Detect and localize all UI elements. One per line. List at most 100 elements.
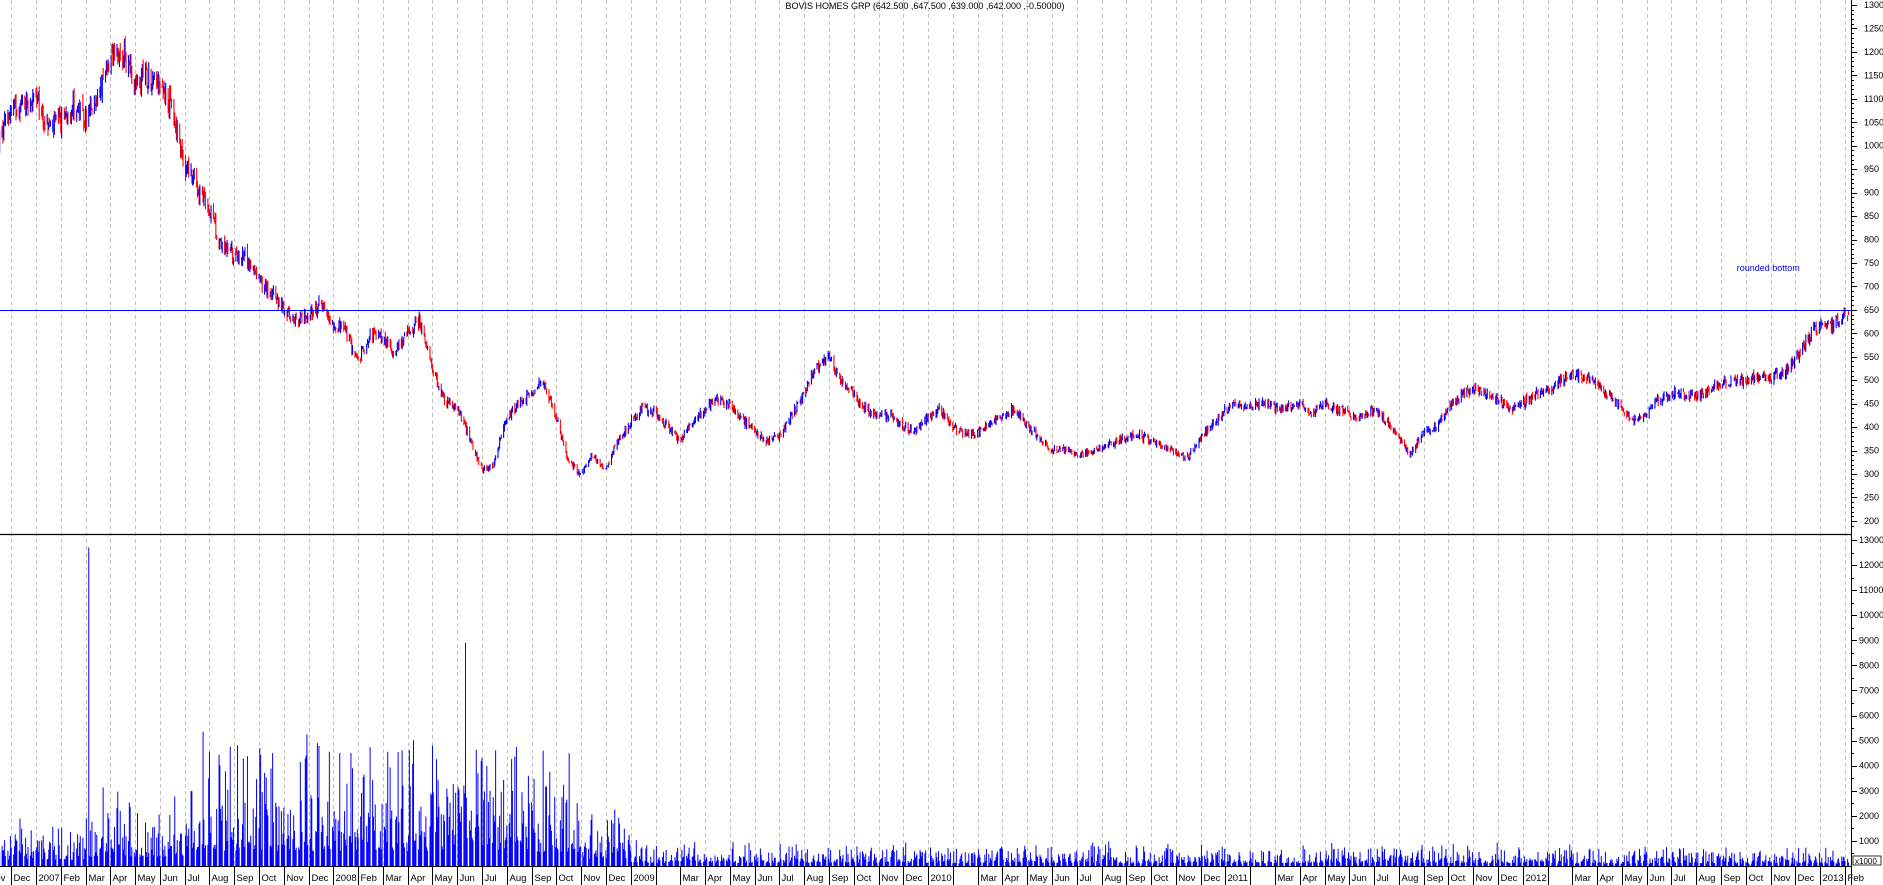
price-tick-label: 1150 <box>1864 70 1883 80</box>
month-label: Dec <box>1204 873 1221 884</box>
annotation-rounded-bottom: rounded bottom <box>1737 263 1800 273</box>
price-tick-label: 600 <box>1864 328 1879 338</box>
month-label: 2011 <box>1228 873 1248 884</box>
month-label: Jul <box>782 873 794 884</box>
month-label: Apr <box>708 873 723 884</box>
volume-tick-label: 13000 <box>1859 535 1883 545</box>
month-label: Oct <box>857 873 872 884</box>
price-tick-label: 800 <box>1864 235 1879 245</box>
month-label: Dec <box>1501 873 1518 884</box>
month-label: Mar <box>1278 873 1294 884</box>
month-label: Aug <box>1699 873 1716 884</box>
volume-tick-label: 3000 <box>1859 786 1879 796</box>
month-label: May <box>1030 873 1048 884</box>
volume-tick-label: 4000 <box>1859 761 1879 771</box>
volume-tick-label: 6000 <box>1859 711 1879 721</box>
month-label: Sep <box>1129 873 1146 884</box>
month-label: Aug <box>1105 873 1122 884</box>
month-label: Dec <box>14 873 31 884</box>
month-label: Jun <box>1055 873 1070 884</box>
month-label: May <box>1328 873 1346 884</box>
price-tick-label: 500 <box>1864 375 1879 385</box>
volume-tick-label: 1000 <box>1859 836 1879 846</box>
volume-tick-label: 2000 <box>1859 811 1879 821</box>
month-label: Jul <box>1674 873 1686 884</box>
month-label: Mar <box>89 873 105 884</box>
month-label: Sep <box>237 873 254 884</box>
month-label: May <box>733 873 751 884</box>
month-label: Oct <box>1749 873 1764 884</box>
month-label: Aug <box>510 873 527 884</box>
month-label: Apr <box>1600 873 1615 884</box>
volume-tick-label: 11000 <box>1859 585 1883 595</box>
volume-tick-label: 12000 <box>1859 560 1883 570</box>
month-label: Dec <box>609 873 626 884</box>
date-axis: Nov Dec 2007 Feb Mar Apr May Jun Jul Aug Sep Oct Nov… <box>0 866 1864 885</box>
price-tick-label: 900 <box>1864 188 1879 198</box>
month-label: Apr <box>1303 873 1318 884</box>
month-label: 2010 <box>931 873 952 884</box>
month-label: 2007 <box>39 873 60 884</box>
volume-unit-label: x1000 <box>1855 857 1877 866</box>
month-label: Oct <box>559 873 574 884</box>
price-tick-label: 550 <box>1864 352 1879 362</box>
month-label: Mar <box>1575 873 1591 884</box>
month-label: Nov <box>882 873 899 884</box>
price-tick-label: 1300 <box>1864 0 1883 10</box>
month-label: Jun <box>758 873 773 884</box>
month-label: Apr <box>1005 873 1020 884</box>
month-label: 2008 <box>336 873 357 884</box>
volume-tick-label: 7000 <box>1859 685 1879 695</box>
price-tick-label: 1100 <box>1864 94 1883 104</box>
price-tick-label: 750 <box>1864 258 1879 268</box>
price-tick-label: 1000 <box>1864 141 1883 151</box>
month-label: Sep <box>1427 873 1444 884</box>
volume-tick-label: 9000 <box>1859 635 1879 645</box>
month-label: Oct <box>1154 873 1169 884</box>
month-label: Jun <box>163 873 178 884</box>
price-tick-label: 1050 <box>1864 117 1883 127</box>
month-label: May <box>138 873 156 884</box>
price-tick-label: 200 <box>1864 516 1879 526</box>
month-label: Feb <box>1848 873 1864 884</box>
price-tick-label: 850 <box>1864 211 1879 221</box>
month-label: Aug <box>212 873 229 884</box>
volume-tick-label: 10000 <box>1859 610 1883 620</box>
volume-tick-label: 8000 <box>1859 660 1879 670</box>
month-label: Nov <box>584 873 601 884</box>
chart-title: BOVIS HOMES GRP (642.500 ,647.500 ,639.0… <box>785 1 1064 11</box>
month-label: Sep <box>832 873 849 884</box>
price-bars <box>0 36 1850 478</box>
month-label: Sep <box>1724 873 1741 884</box>
month-label: Jun <box>1650 873 1665 884</box>
price-tick-label: 400 <box>1864 422 1879 432</box>
month-label: Apr <box>411 873 426 884</box>
month-label: Feb <box>64 873 80 884</box>
month-label: Nov <box>1774 873 1791 884</box>
month-label: Jul <box>1080 873 1092 884</box>
month-label: May <box>1625 873 1643 884</box>
month-label: May <box>435 873 453 884</box>
month-label: Jul <box>485 873 497 884</box>
month-label: Nov <box>0 873 6 884</box>
month-label: Mar <box>683 873 699 884</box>
month-label: Aug <box>807 873 824 884</box>
volume-unit-box <box>1852 855 1882 866</box>
price-tick-label: 950 <box>1864 164 1879 174</box>
price-axis: 200 250 300 350 400 450 500 550 600 650 700 750 800 8… <box>1851 0 1883 527</box>
month-label: Nov <box>1476 873 1493 884</box>
month-label: Mar <box>981 873 997 884</box>
month-label: Aug <box>1402 873 1419 884</box>
volume-tick-label: 5000 <box>1859 736 1879 746</box>
month-label: Dec <box>906 873 923 884</box>
volume-bars <box>0 547 1849 866</box>
month-label: 2009 <box>634 873 655 884</box>
month-label: Dec <box>1798 873 1815 884</box>
price-tick-label: 650 <box>1864 305 1879 315</box>
month-gridlines <box>11 0 1846 866</box>
price-tick-label: 250 <box>1864 492 1879 502</box>
price-tick-label: 700 <box>1864 281 1879 291</box>
month-label: Jul <box>1377 873 1389 884</box>
month-label: Dec <box>312 873 329 884</box>
